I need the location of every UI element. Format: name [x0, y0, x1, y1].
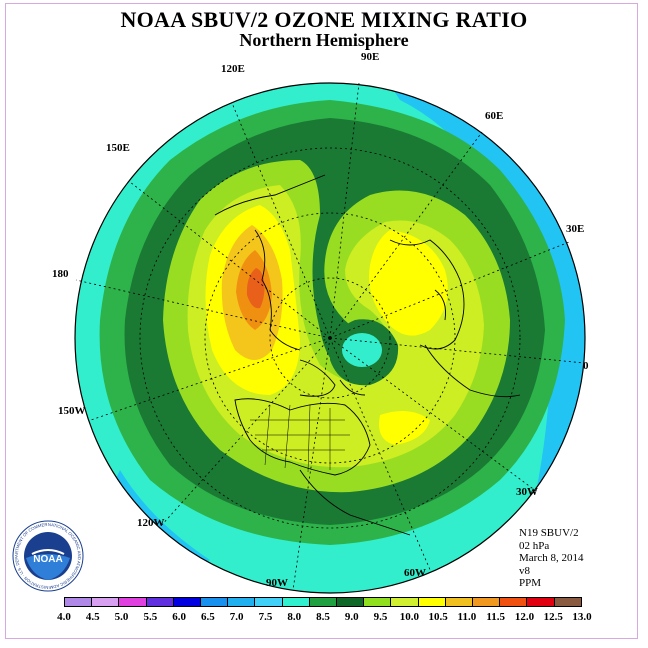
- colorbar-segment: [282, 598, 310, 606]
- lon-label-150w: 150W: [58, 405, 86, 417]
- colorbar-tick-label: 12.0: [514, 611, 535, 623]
- colorbar-tick-label: 6.0: [172, 611, 186, 623]
- info-instrument: N19 SBUV/2: [519, 527, 579, 539]
- lon-label-150e: 150E: [106, 142, 130, 154]
- colorbar-segment: [445, 598, 474, 606]
- lon-label-120e: 120E: [221, 63, 245, 75]
- colorbar-segment: [500, 598, 528, 606]
- map-boundary: [74, 82, 586, 594]
- colorbar-segment: [391, 598, 419, 606]
- info-version: v8: [519, 564, 530, 577]
- colorbar-tick-label: 10.5: [428, 611, 448, 623]
- field-vortex-core: [342, 333, 382, 367]
- field-band-10-0-east: [369, 230, 448, 336]
- colorbar-tick-label: 8.0: [287, 611, 302, 623]
- lon-label-180: 180: [52, 268, 69, 280]
- colorbar-segment: [92, 598, 120, 606]
- graticule: [75, 82, 585, 591]
- colorbar: [64, 597, 582, 607]
- colorbar-segment: [554, 598, 581, 606]
- lon-label-0: 0: [583, 360, 589, 372]
- lon-label-30e: 30E: [566, 223, 585, 235]
- info-units: PPM: [519, 577, 542, 589]
- colorbar-tick-label: 8.5: [316, 611, 330, 623]
- info-date: March 8, 2014: [519, 552, 584, 564]
- field-band-11-5: [246, 268, 265, 309]
- colorbar-tick-label: 9.0: [344, 611, 359, 623]
- lon-label-30w: 30W: [516, 486, 538, 498]
- colorbar-segment: [255, 598, 283, 606]
- colorbar-tick-label: 5.5: [143, 611, 158, 623]
- state-borders: [250, 404, 350, 473]
- chart-subtitle: Northern Hemisphere: [239, 30, 409, 50]
- colorbar-segment: [119, 598, 147, 606]
- colorbar-tick-label: 4.5: [85, 611, 100, 623]
- colorbar-tick-label: 10.0: [399, 611, 419, 623]
- figure-frame: [5, 3, 638, 639]
- colorbar-tick-label: 12.5: [543, 611, 563, 623]
- colorbar-segment: [364, 598, 392, 606]
- noaa-logo-text: NOAA: [33, 554, 62, 565]
- chart-title: NOAA SBUV/2 OZONE MIXING RATIO: [120, 7, 528, 32]
- colorbar-segment: [146, 598, 174, 606]
- colorbar-tick-label: 9.5: [373, 611, 388, 623]
- lon-label-60e: 60E: [485, 110, 504, 122]
- colorbar-tick-label: 7.0: [229, 611, 244, 623]
- ozone-field: [75, 83, 585, 593]
- colorbar-tick-label: 11.0: [457, 611, 477, 623]
- info-level: 02 hPa: [519, 539, 550, 552]
- colorbar-segment: [527, 598, 555, 606]
- colorbar-segment: [473, 598, 501, 606]
- colorbar-tick-label: 11.5: [486, 611, 505, 623]
- colorbar-segment: [201, 598, 229, 606]
- colorbar-tick-label: 6.5: [201, 611, 215, 623]
- colorbar-segment: [173, 598, 202, 606]
- lon-label-90e: 90E: [361, 51, 380, 63]
- field-band-10-0-south: [379, 411, 430, 445]
- lon-label-60w: 60W: [404, 567, 426, 579]
- colorbar-segment: [309, 598, 338, 606]
- colorbar-segment: [65, 598, 93, 606]
- colorbar-tick-label: 13.0: [572, 611, 592, 623]
- colorbar-segment: [337, 598, 365, 606]
- colorbar-segment: [228, 598, 256, 606]
- data-info: N19 SBUV/2 02 hPa March 8, 2014 v8 PPM: [519, 527, 583, 590]
- colorbar-tick-label: 4.0: [57, 611, 71, 623]
- coastlines: [214, 174, 521, 536]
- colorbar-tick-label: 5.0: [114, 611, 129, 623]
- lon-label-120w: 120W: [137, 517, 165, 529]
- colorbar-tick-label: 7.5: [258, 611, 273, 623]
- colorbar-segment: [418, 598, 446, 606]
- lon-label-90w: 90W: [266, 577, 288, 589]
- noaa-logo: NOAA NATIONAL OCEANIC AND ATMOSPHERIC AD…: [12, 520, 84, 592]
